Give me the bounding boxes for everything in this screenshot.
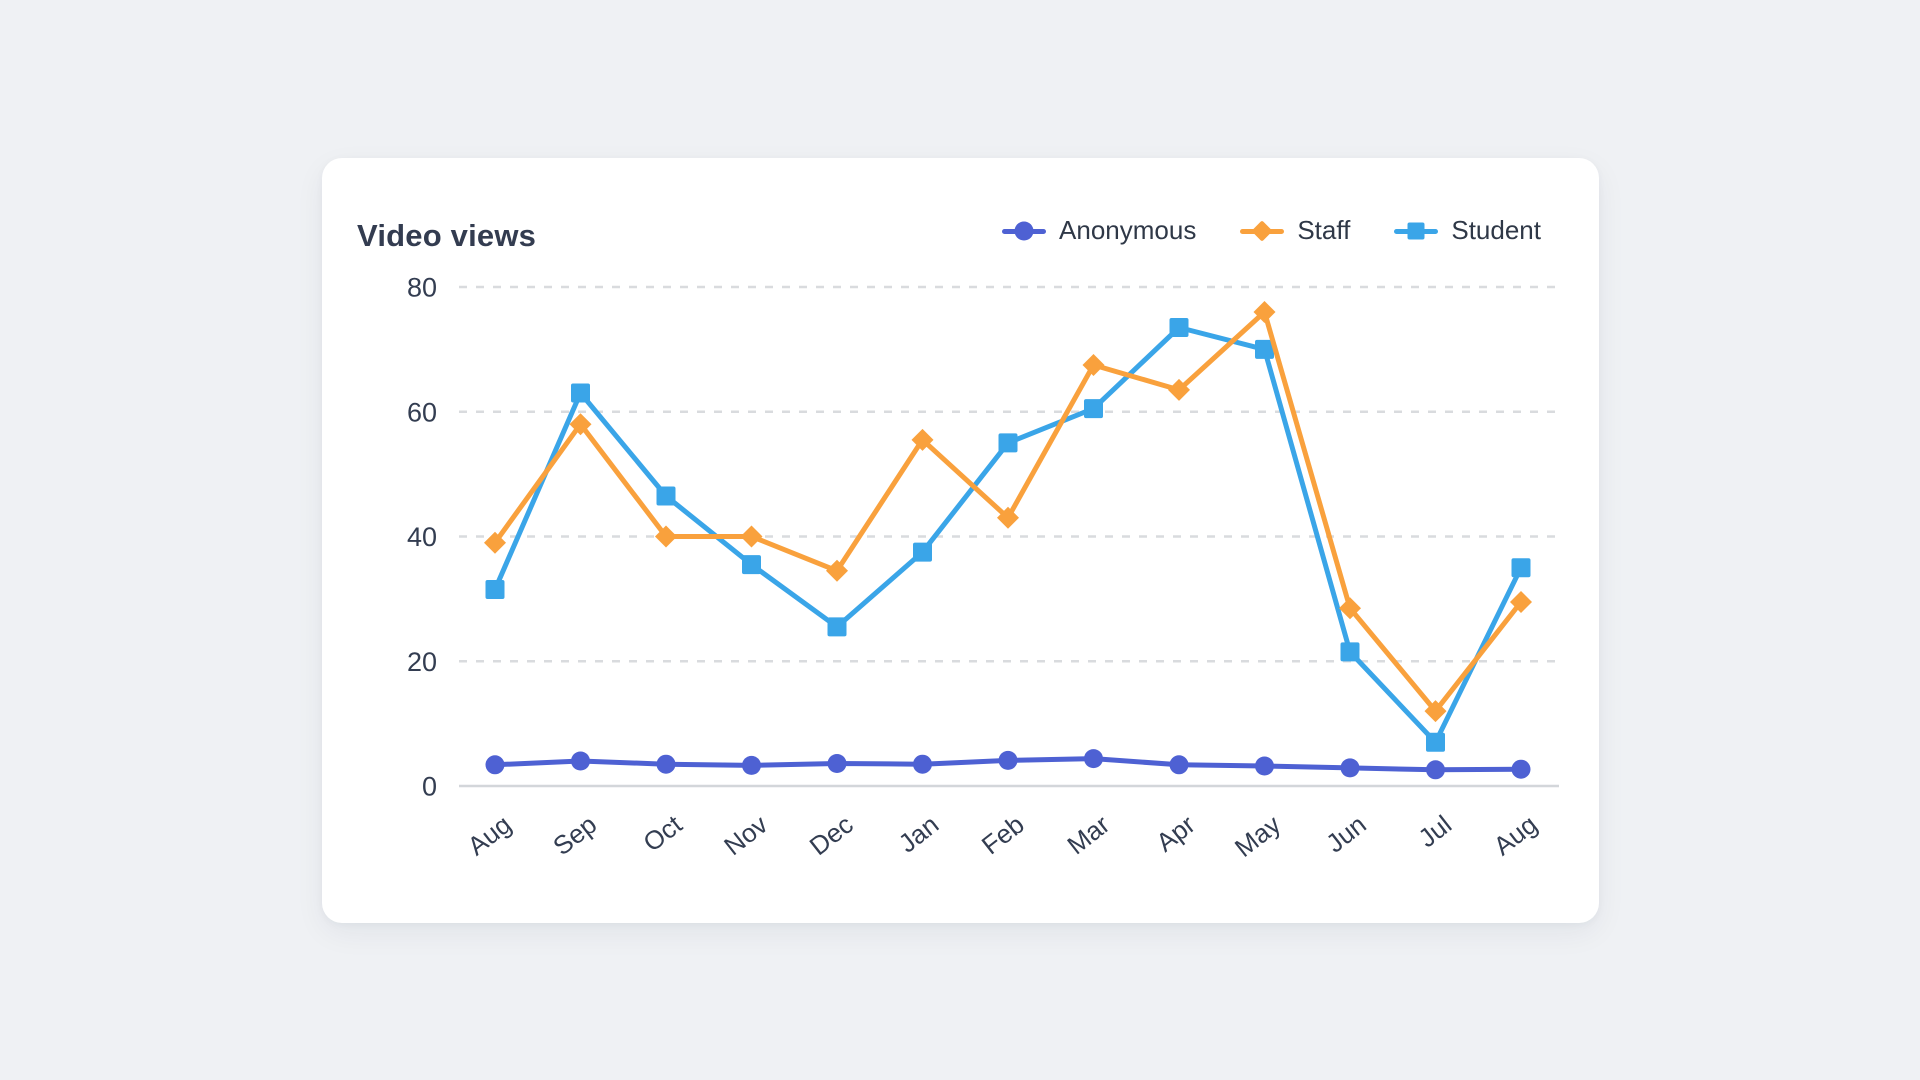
data-point-diamond (484, 531, 506, 554)
series-staff (484, 300, 1532, 723)
x-tick-label: Nov (718, 809, 773, 861)
data-point-circle (998, 750, 1018, 770)
x-tick-label: Jan (893, 809, 945, 858)
data-point-circle (913, 754, 932, 774)
data-point-square (998, 433, 1018, 453)
square-marker-icon (1394, 221, 1439, 241)
data-point-square (1255, 339, 1274, 359)
data-point-square (1511, 558, 1531, 578)
data-point-circle (1340, 758, 1360, 778)
data-point-diamond (1082, 353, 1105, 376)
legend-label: Anonymous (1059, 215, 1197, 245)
data-point-diamond (911, 428, 934, 451)
data-point-circle (656, 754, 676, 774)
data-point-diamond (826, 559, 848, 582)
data-point-circle (1169, 755, 1189, 775)
data-point-square (742, 555, 761, 575)
legend-label: Student (1451, 215, 1541, 245)
x-tick-label: Jul (1413, 809, 1458, 853)
data-point-square (827, 617, 847, 637)
data-point-diamond (1339, 597, 1361, 620)
legend-item-staff[interactable]: Staff (1240, 215, 1350, 246)
series-student (485, 318, 1531, 752)
diamond-marker-icon (1240, 219, 1285, 242)
legend-shape (1014, 221, 1034, 240)
data-point-square (1340, 642, 1360, 662)
data-point-square (1084, 399, 1103, 419)
data-point-circle (742, 755, 761, 775)
data-point-square (1426, 732, 1445, 752)
legend-label: Staff (1297, 215, 1351, 245)
x-tick-label: Aug (462, 809, 517, 861)
x-tick-label: Apr (1150, 809, 1201, 858)
data-point-diamond (1510, 590, 1532, 613)
data-point-square (656, 486, 676, 506)
chart-card: Video views Anonymous Staff Student 0 20 40 6… (322, 158, 1599, 923)
legend-shape (1407, 222, 1425, 239)
y-tick-label: 80 (407, 273, 437, 303)
data-point-circle (1426, 760, 1445, 780)
legend-item-anonymous[interactable]: Anonymous (1002, 215, 1196, 246)
data-point-diamond (569, 413, 592, 436)
data-point-square (485, 580, 505, 599)
chart-svg: 0 20 40 60 80 Aug Sep Oct Nov Dec Jan Feb Mar Apr May J… (407, 273, 1559, 863)
data-point-square (913, 542, 932, 562)
chart-legend: Anonymous Staff Student (1002, 215, 1541, 246)
data-point-circle (571, 751, 590, 771)
data-point-circle (827, 754, 847, 773)
data-point-square (571, 383, 590, 403)
x-tick-label: Jun (1320, 809, 1372, 858)
series-line (492, 325, 1524, 745)
series-anonymous (485, 749, 1531, 780)
y-tick-label: 20 (407, 647, 437, 677)
chart-title: Video views (357, 218, 537, 253)
data-point-circle (1084, 749, 1103, 769)
x-tick-label: Sep (547, 809, 602, 861)
y-tick-label: 40 (407, 522, 437, 552)
x-tick-label: Feb (976, 809, 1030, 860)
data-point-circle (485, 755, 505, 775)
circle-marker-icon (1002, 221, 1047, 241)
x-tick-label: May (1229, 809, 1286, 863)
data-point-diamond (1253, 300, 1276, 323)
x-tick-label: Aug (1488, 809, 1543, 861)
data-point-diamond (1424, 700, 1447, 723)
data-point-circle (1255, 756, 1274, 776)
y-tick-label: 60 (407, 397, 437, 427)
data-point-diamond (1168, 378, 1190, 401)
x-tick-label: Oct (637, 809, 688, 858)
data-point-square (1169, 318, 1189, 337)
x-tick-label: Mar (1061, 809, 1115, 860)
y-tick-label: 0 (422, 772, 437, 802)
plot-area: 0 20 40 60 80 Aug Sep Oct Nov Dec Jan Feb Mar Apr May J… (407, 273, 1559, 863)
data-point-diamond (740, 525, 763, 548)
x-tick-label: Dec (804, 809, 859, 861)
data-point-circle (1511, 759, 1531, 779)
data-point-diamond (655, 525, 677, 548)
legend-item-student[interactable]: Student (1394, 215, 1541, 246)
